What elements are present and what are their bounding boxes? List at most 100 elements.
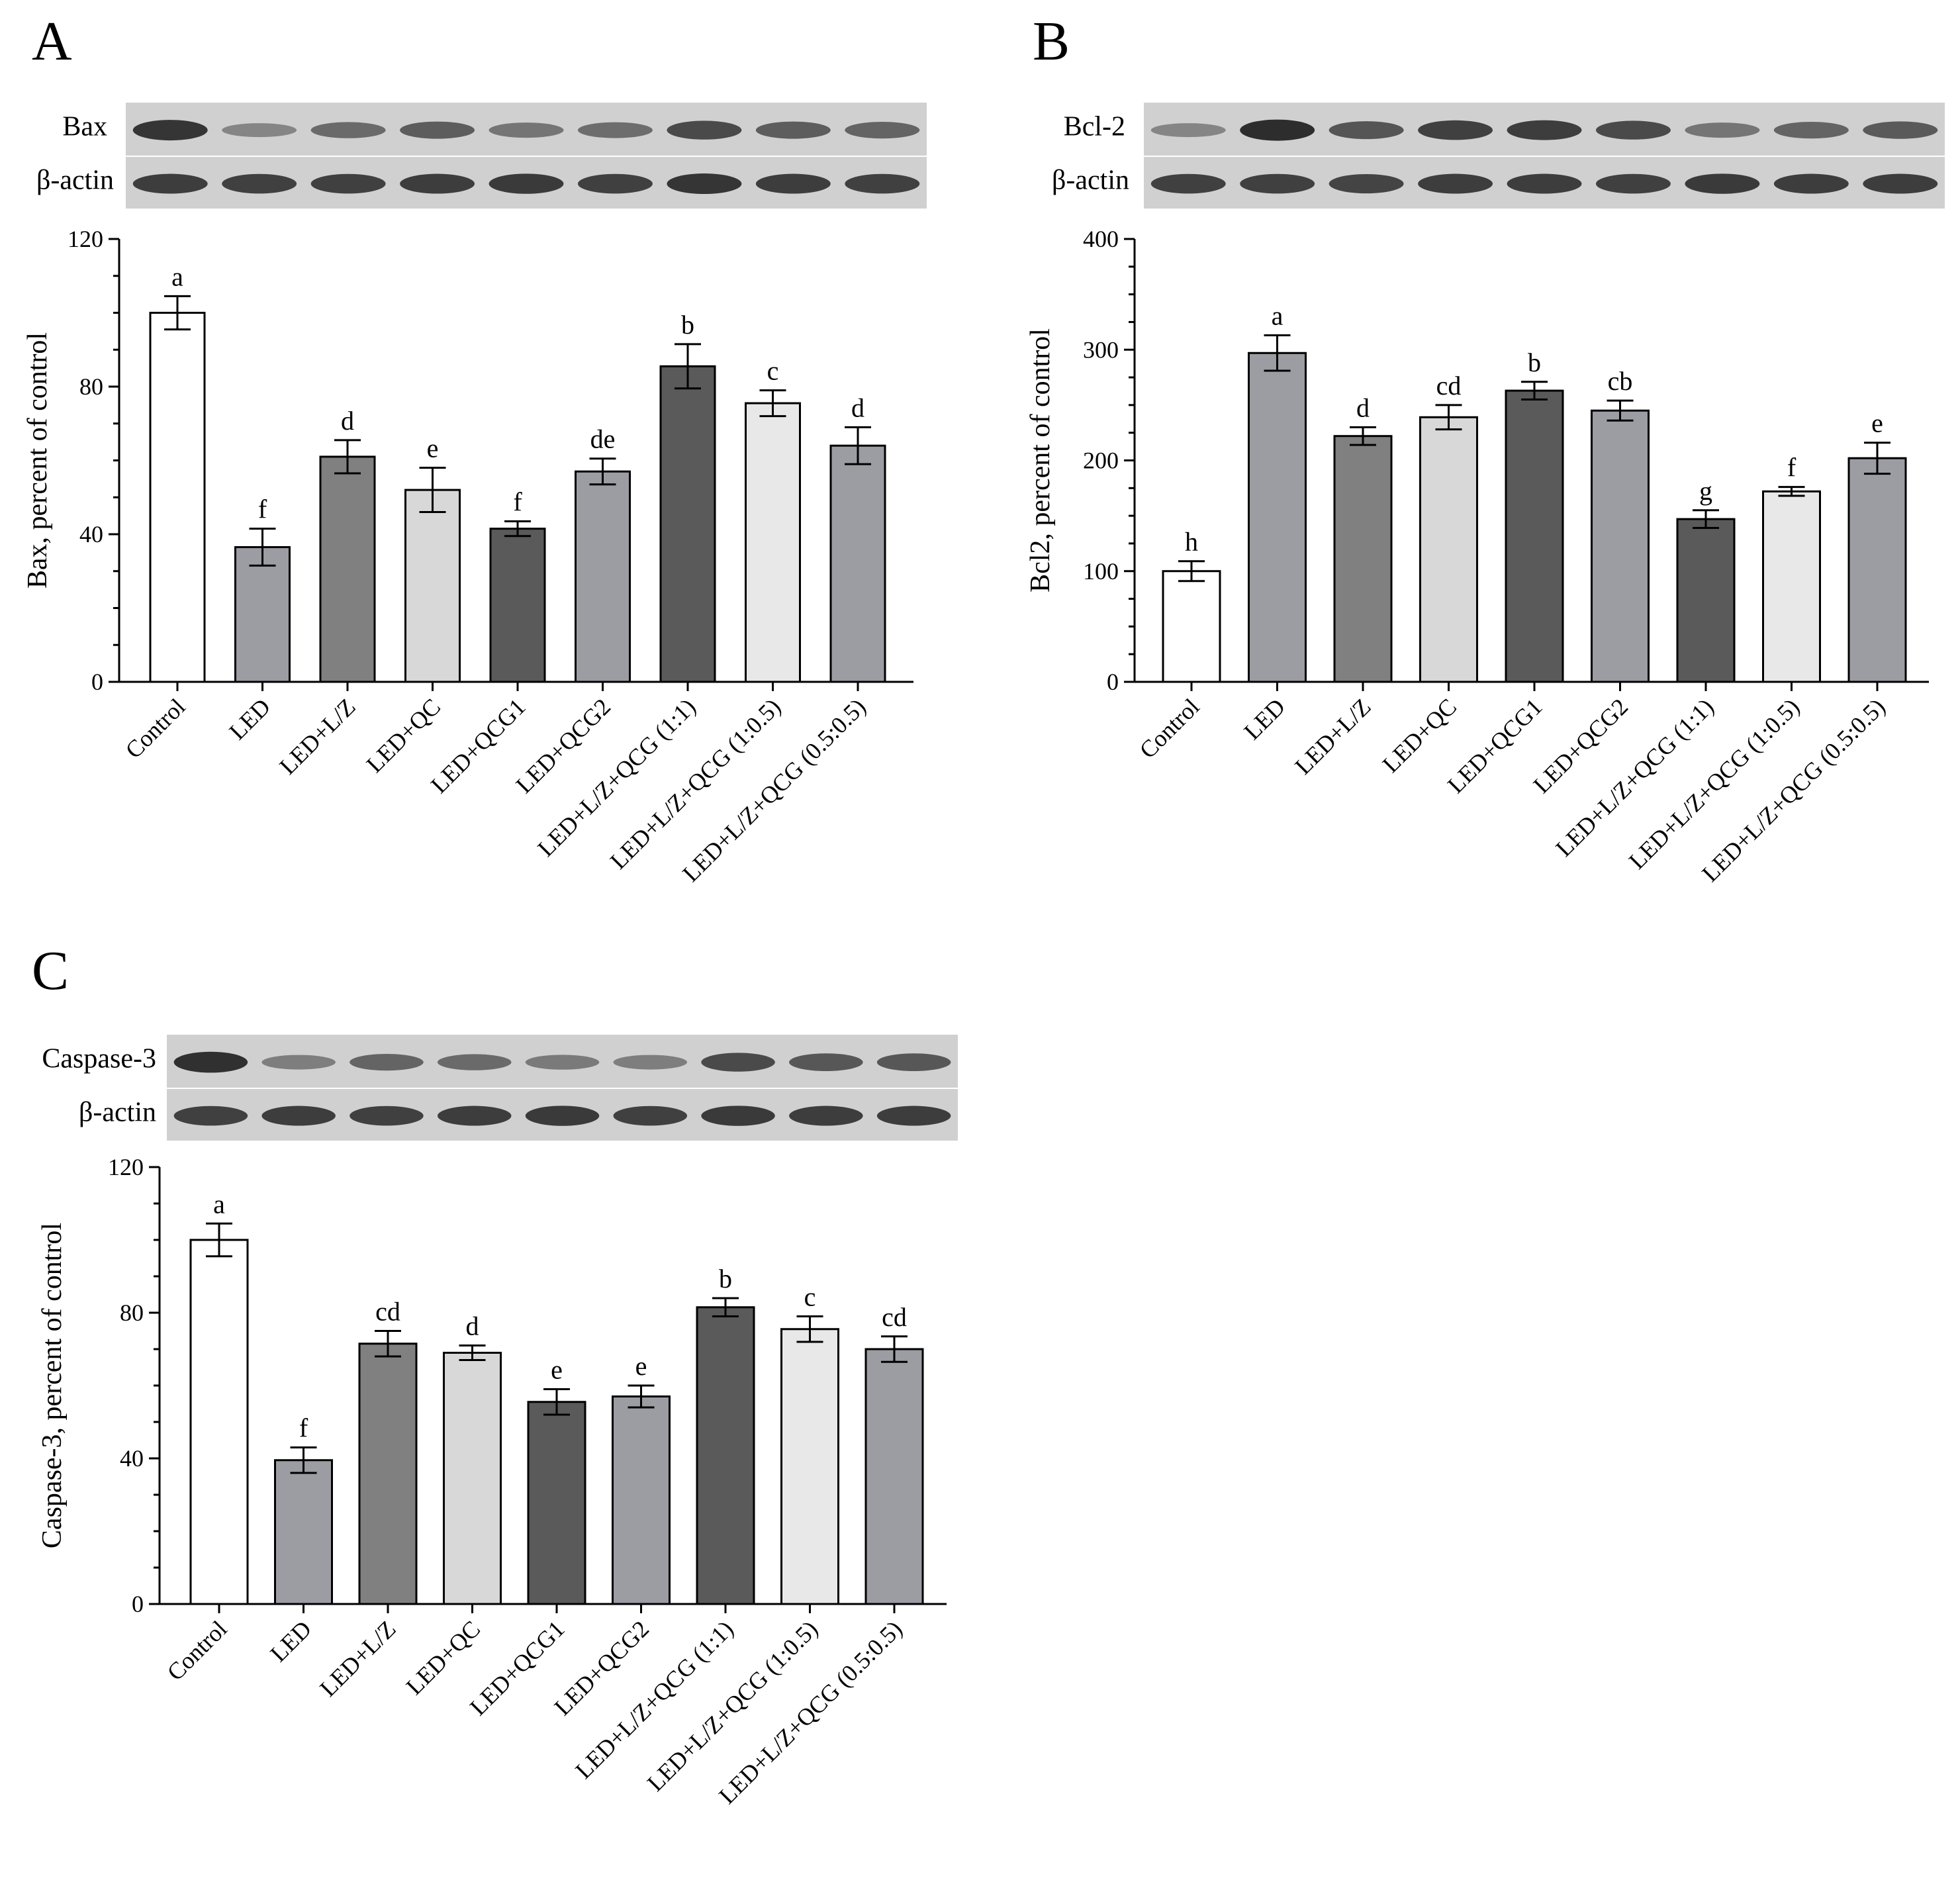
bar-led[interactable] [274,1459,333,1605]
blot-band [437,1106,512,1126]
blot-band [1507,173,1582,194]
blot-band [310,122,386,138]
x-tick-label: Control [120,693,191,763]
blot-band [173,1051,248,1073]
bar-led-l-z-qcg-1-0-5[interactable] [780,1328,839,1605]
bar-led-qcg2[interactable] [612,1395,671,1605]
bar-led-qcg2[interactable] [575,470,631,683]
bar-led-l-z-qcg-0-5-0-5[interactable] [864,1348,924,1605]
bar-led-qcg1[interactable] [489,528,546,683]
y-tick-label: 80 [120,1299,144,1326]
western-blot: Caspase-3 β-actin [42,1035,958,1141]
error-bar [1778,486,1805,497]
y-tick-label: 0 [132,1591,144,1617]
blot-band [1773,122,1849,139]
error-bar [712,1297,739,1317]
y-tick-label: 40 [79,521,103,547]
bar-led-l-z[interactable] [358,1343,418,1605]
blot-band [350,1106,424,1126]
blot-band [701,1106,775,1126]
error-bar [249,528,276,567]
bar-led-l-z[interactable] [319,455,376,683]
error-bar [1178,560,1205,583]
bar-led-l-z-qcg-1-0-5[interactable] [1762,490,1821,683]
significance-letter: f [258,495,267,524]
blot-band [1863,173,1938,194]
bar-led-l-z-qcg-1-0-5[interactable] [745,402,801,683]
significance-letter: e [427,434,439,463]
bar-led-l-z-qcg-0-5-0-5[interactable] [1847,457,1907,683]
bar-control[interactable] [1162,570,1221,683]
significance-letter: b [681,310,694,340]
error-bar [628,1384,655,1409]
significance-letter: cb [1608,366,1633,396]
significance-letter: d [341,406,354,436]
significance-letter: cd [1436,371,1462,401]
bar-led-qcg1[interactable] [527,1401,586,1605]
blot-band [789,1106,863,1126]
bar-led-qc[interactable] [1419,416,1478,683]
x-tick-label: LED [224,693,275,745]
significance-letter: e [551,1355,563,1385]
x-tick-label: LED+L/Z [1289,693,1376,779]
blot-band [1773,173,1849,194]
bar-led[interactable] [1248,352,1307,683]
x-tick-label: LED+L/Z+QCG (1:0.5) [642,1615,823,1796]
bar-led-qcg2[interactable] [1591,409,1650,683]
x-tick-label: LED+L/Z [274,693,360,779]
y-tick-label: 0 [91,669,103,695]
blot-band [845,173,920,194]
western-blot: Bax β-actin [36,103,927,209]
blot-band [1329,121,1404,140]
bar-control[interactable] [149,312,206,683]
blot-band [525,1055,600,1070]
western-blot: Bcl-2 β-actin [1052,103,1945,209]
bar-control[interactable] [189,1239,249,1605]
error-bar [1435,404,1462,431]
bar-led-l-z-qcg-1-1[interactable] [696,1306,755,1605]
blot-band [222,173,297,194]
blot-band [222,123,297,138]
significance-letter: e [1871,408,1883,438]
significance-letter: d [851,393,864,422]
error-bar [796,1315,823,1343]
blot-band [1507,120,1582,140]
blot-label: Bcl-2 [1064,112,1125,142]
blot-band [1863,121,1938,139]
bar-led-l-z-qcg-1-1[interactable] [1676,518,1736,683]
bar-led-l-z[interactable] [1333,435,1393,683]
significance-letter: d [466,1311,479,1341]
bar-led-l-z-qcg-1-1[interactable] [659,365,716,683]
x-tick-label: LED+L/Z+QCG (1:1) [570,1615,738,1783]
x-tick-label: Control [162,1615,232,1685]
panel-a: A Bax β-actin 0 40 80 120 Bax, percent of contr… [23,11,927,887]
blot-band [1150,123,1226,138]
blot-band [525,1106,600,1126]
y-tick-label: 80 [79,373,103,400]
blot-band [489,122,564,138]
x-tick-label: LED+L/Z+QCG (1:1) [532,693,700,861]
x-tick-label: Control [1135,693,1205,763]
blot-band [1418,120,1493,140]
bar-led-l-z-qcg-0-5-0-5[interactable] [829,444,886,683]
x-tick-label: LED [1238,693,1290,745]
blot-band [261,1055,336,1070]
y-tick-label: 100 [1083,558,1119,585]
bar-led-qc[interactable] [443,1352,502,1605]
error-bar [1350,426,1376,446]
bar-led-qcg1[interactable] [1505,389,1564,683]
blot-band [350,1054,424,1071]
y-tick-label: 400 [1083,226,1119,252]
blot-band [1418,173,1493,194]
bar-led[interactable] [234,546,291,683]
significance-letter: e [635,1351,647,1381]
blot-band [1595,173,1671,194]
bar-led-qc[interactable] [404,489,461,683]
y-tick-label: 200 [1083,448,1119,474]
y-tick-label: 40 [120,1445,144,1472]
error-bar [164,295,191,331]
blot-band [667,173,742,195]
panel-letter: C [32,940,69,1002]
